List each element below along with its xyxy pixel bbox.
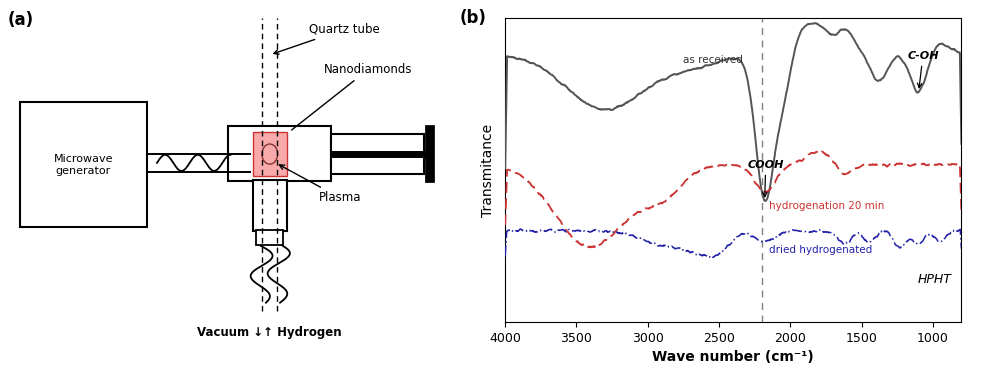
Text: Vacuum ↓↑ Hydrogen: Vacuum ↓↑ Hydrogen [197,326,342,339]
X-axis label: Wave number (cm⁻¹): Wave number (cm⁻¹) [652,350,814,365]
Text: (a): (a) [8,11,33,29]
FancyBboxPatch shape [253,180,287,231]
Text: HPHT: HPHT [917,273,952,286]
Text: Nanodiamonds: Nanodiamonds [291,63,412,130]
FancyBboxPatch shape [229,126,332,181]
Text: hydrogenation 20 min: hydrogenation 20 min [769,201,884,210]
FancyBboxPatch shape [256,230,284,245]
Text: Plasma: Plasma [280,165,361,204]
Text: C-OH: C-OH [907,51,939,87]
Ellipse shape [262,144,278,164]
Text: as received: as received [684,55,744,65]
Text: Quartz tube: Quartz tube [274,23,380,54]
Text: Microwave
generator: Microwave generator [54,154,113,176]
Text: (b): (b) [460,9,487,27]
FancyBboxPatch shape [253,132,287,176]
Text: dried hydrogenated: dried hydrogenated [769,245,872,255]
Y-axis label: Transmitance: Transmitance [481,124,494,217]
FancyBboxPatch shape [332,134,425,174]
Text: COOH: COOH [748,160,784,197]
FancyBboxPatch shape [20,102,147,227]
